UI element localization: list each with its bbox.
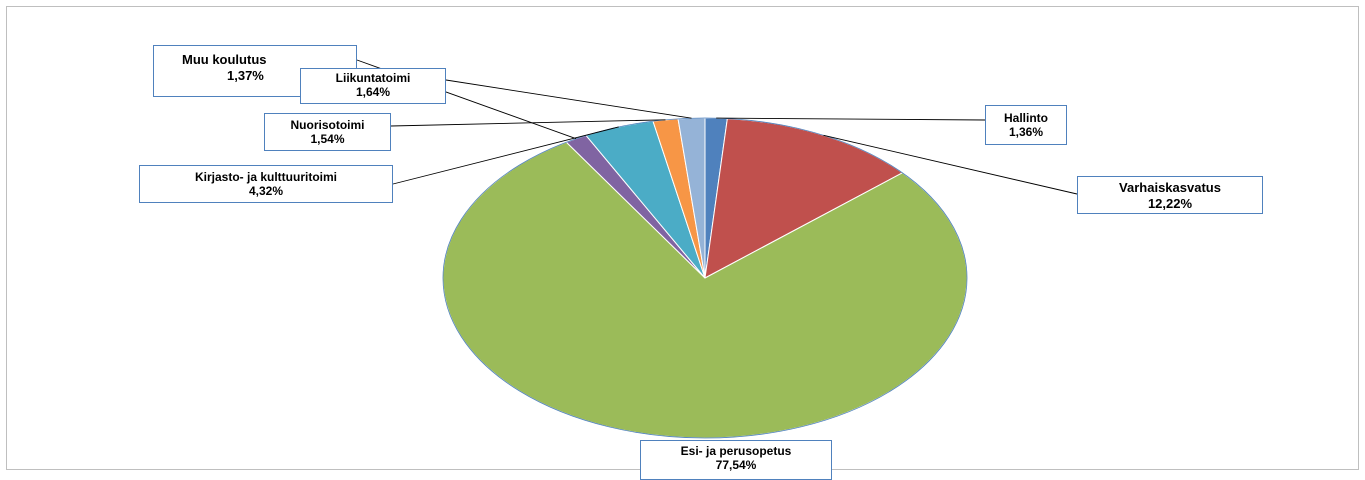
leader-line-varhaiskasvatus <box>823 134 1078 195</box>
slice-percent: 77,54% <box>715 458 757 473</box>
slice-name: Liikuntatoimi <box>335 71 411 85</box>
slice-name: Hallinto <box>1004 111 1048 125</box>
slice-label-liikuntatoimi: Liikuntatoimi 1,64% <box>300 68 446 104</box>
leader-line-liikuntatoimi <box>445 79 692 119</box>
slice-name: Esi- ja perusopetus <box>680 444 792 458</box>
slice-label-hallinto: Hallinto 1,36% <box>985 105 1067 145</box>
slice-label-esi-ja-perusopetus: Esi- ja perusopetus 77,54% <box>640 440 832 480</box>
slice-percent: 1,37% <box>227 67 264 83</box>
slice-label-nuorisotoimi: Nuorisotoimi 1,54% <box>264 113 391 151</box>
leader-line-kirjasto-ja-kulttuuritoimi <box>392 126 619 185</box>
slice-percent: 1,54% <box>310 132 345 147</box>
pie-outline <box>442 117 968 439</box>
slice-name: Nuorisotoimi <box>290 118 365 132</box>
slice-label-kirjasto: Kirjasto- ja kulttuuritoimi 4,32% <box>139 165 393 203</box>
leader-line-hallinto <box>716 117 986 121</box>
slice-percent: 1,36% <box>1008 125 1044 140</box>
leader-line-nuorisotoimi <box>390 119 666 127</box>
slice-label-varhaiskasvatus: Varhaiskasvatus 12,22% <box>1077 176 1263 214</box>
slice-percent: 1,64% <box>355 85 391 100</box>
slice-name: Kirjasto- ja kulttuuritoimi <box>194 170 337 184</box>
slice-name: Varhaiskasvatus <box>1119 180 1221 195</box>
slice-percent: 12,22% <box>1147 195 1193 211</box>
slice-percent: 4,32% <box>248 184 284 199</box>
slice-name: Muu koulutus <box>182 52 267 67</box>
